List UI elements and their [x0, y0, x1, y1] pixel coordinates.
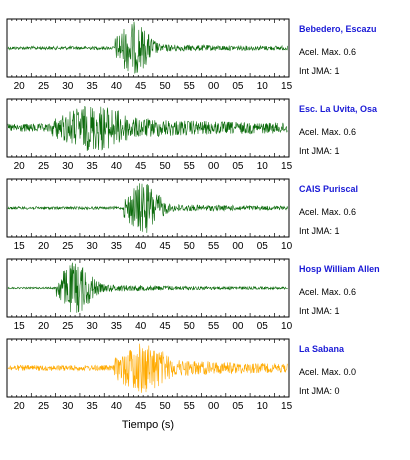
waveform-trace	[7, 21, 288, 74]
max-acceleration: Acel. Max. 0.6	[299, 287, 356, 297]
x-tick-label: 15	[281, 161, 293, 172]
station-name: Hosp William Allen	[299, 264, 380, 274]
x-tick-label: 35	[111, 321, 123, 332]
x-tick-label: 55	[184, 401, 196, 412]
x-tick-label: 55	[208, 321, 220, 332]
x-tick-label: 10	[281, 241, 293, 252]
x-tick-label: 00	[208, 81, 220, 92]
x-tick-label: 05	[257, 321, 269, 332]
x-tick-label: 40	[111, 81, 123, 92]
station-name: CAIS Puriscal	[299, 184, 358, 194]
x-tick-label: 40	[135, 321, 147, 332]
x-tick-label: 15	[281, 401, 293, 412]
panel-1: 20 25 30 35 40 45 50 55 00 05 10 15 Bebedero, Escazu…	[6, 18, 377, 92]
panel-2: 20 25 30 35 40 45 50 55 00 05 10 15 Esc. La Uvita, O…	[6, 98, 378, 172]
x-tick-label: 50	[159, 81, 171, 92]
x-tick-label: 45	[159, 241, 171, 252]
x-ticks	[6, 259, 290, 317]
panel-3: 15 20 25 30 35 40 45 50 55 00 05 10 CAIS Puriscal Ace…	[6, 178, 358, 252]
max-acceleration: Acel. Max. 0.6	[299, 47, 356, 57]
x-tick-label: 50	[159, 161, 171, 172]
jma-intensity: Int JMA: 1	[299, 226, 340, 236]
panel-4: 15 20 25 30 35 40 45 50 55 00 05 10 Hosp William All…	[6, 258, 380, 332]
jma-intensity: Int JMA: 1	[299, 306, 340, 316]
max-acceleration: Acel. Max. 0.0	[299, 367, 356, 377]
x-tick-label: 35	[87, 161, 99, 172]
waveform-trace	[7, 262, 288, 313]
x-tick-label: 45	[135, 401, 147, 412]
x-tick-label: 50	[159, 401, 171, 412]
x-tick-label: 10	[257, 401, 269, 412]
station-name: La Sabana	[299, 344, 345, 354]
x-tick-label: 55	[208, 241, 220, 252]
x-tick-label: 20	[14, 161, 26, 172]
max-acceleration: Acel. Max. 0.6	[299, 127, 356, 137]
x-tick-label: 40	[135, 241, 147, 252]
x-tick-label: 50	[184, 321, 196, 332]
x-tick-label: 20	[14, 81, 26, 92]
x-tick-label: 40	[111, 401, 123, 412]
x-tick-label: 15	[14, 241, 26, 252]
x-tick-label: 00	[208, 161, 220, 172]
x-tick-label: 30	[62, 161, 74, 172]
x-tick-label: 40	[111, 161, 123, 172]
x-tick-label: 25	[38, 161, 50, 172]
x-tick-label: 05	[257, 241, 269, 252]
x-tick-label: 20	[38, 241, 50, 252]
x-tick-label: 30	[87, 321, 99, 332]
x-tick-label: 05	[232, 161, 244, 172]
waveform-trace	[7, 343, 288, 393]
jma-intensity: Int JMA: 0	[299, 386, 340, 396]
waveform-trace	[7, 183, 288, 233]
x-tick-label: 35	[111, 241, 123, 252]
x-ticks	[6, 19, 290, 77]
panels: 20 25 30 35 40 45 50 55 00 05 10 15 Bebedero, Escazu…	[6, 18, 380, 412]
x-ticks	[6, 339, 290, 397]
x-tick-label: 20	[14, 401, 26, 412]
x-tick-label: 00	[232, 321, 244, 332]
max-acceleration: Acel. Max. 0.6	[299, 207, 356, 217]
x-tick-label: 30	[87, 241, 99, 252]
station-name: Bebedero, Escazu	[299, 24, 377, 34]
x-tick-label: 00	[208, 401, 220, 412]
x-tick-label: 45	[135, 81, 147, 92]
x-axis-title: Tiempo (s)	[122, 419, 174, 431]
x-tick-label: 45	[135, 161, 147, 172]
x-tick-label: 25	[62, 321, 74, 332]
x-tick-label: 55	[184, 81, 196, 92]
x-tick-label: 50	[184, 241, 196, 252]
x-ticks	[6, 99, 290, 157]
x-tick-label: 15	[281, 81, 293, 92]
x-tick-label: 45	[159, 321, 171, 332]
x-tick-label: 35	[87, 401, 99, 412]
panel-5: 20 25 30 35 40 45 50 55 00 05 10 15 La Sabana Acel. M…	[6, 338, 356, 412]
x-tick-label: 15	[14, 321, 26, 332]
x-tick-label: 30	[62, 81, 74, 92]
x-tick-label: 35	[87, 81, 99, 92]
x-ticks	[6, 179, 290, 237]
waveform-trace	[7, 106, 288, 151]
station-name: Esc. La Uvita, Osa	[299, 104, 378, 114]
x-tick-label: 20	[38, 321, 50, 332]
x-tick-label: 25	[62, 241, 74, 252]
x-tick-label: 10	[281, 321, 293, 332]
x-tick-label: 05	[232, 401, 244, 412]
x-tick-label: 10	[257, 81, 269, 92]
jma-intensity: Int JMA: 1	[299, 146, 340, 156]
x-tick-label: 25	[38, 401, 50, 412]
x-tick-label: 25	[38, 81, 50, 92]
x-tick-label: 10	[257, 161, 269, 172]
x-tick-label: 05	[232, 81, 244, 92]
x-tick-label: 55	[184, 161, 196, 172]
jma-intensity: Int JMA: 1	[299, 66, 340, 76]
x-tick-label: 00	[232, 241, 244, 252]
x-tick-label: 30	[62, 401, 74, 412]
